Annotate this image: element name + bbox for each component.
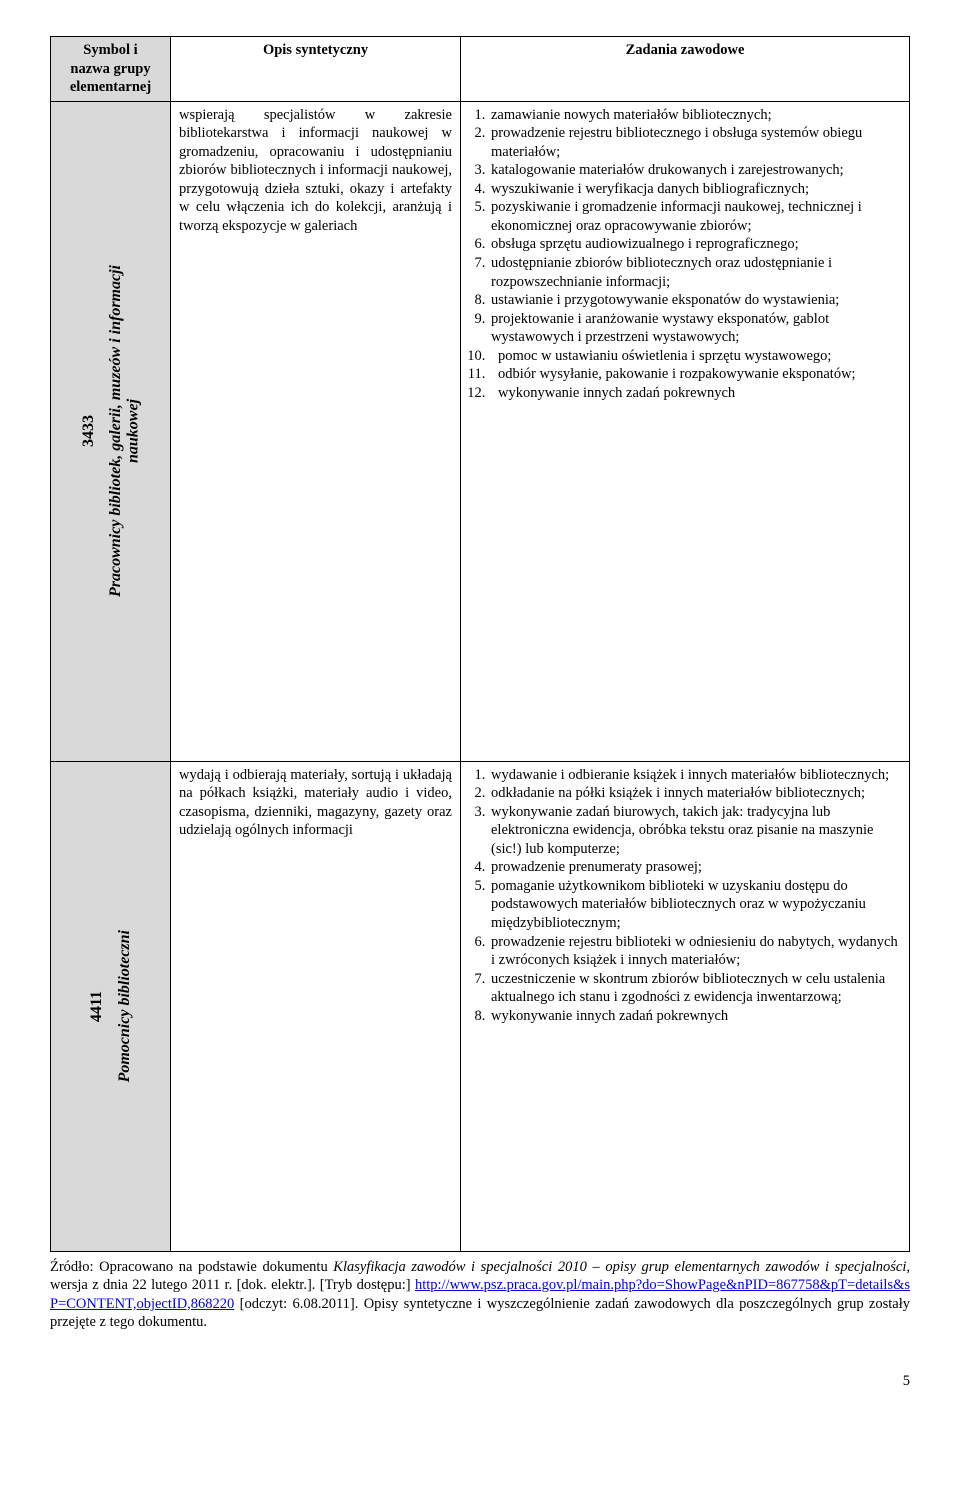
- table-row: 4411 Pomocnicy biblioteczni wydają i odb…: [51, 761, 910, 1251]
- task-item: zamawianie nowych materiałów biblioteczn…: [489, 106, 905, 125]
- group-code-cell: 3433 Pracownicy bibliotek, galerii, muze…: [51, 101, 171, 761]
- task-item: wykonywanie zadań biurowych, takich jak:…: [489, 803, 905, 859]
- col-header-symbol: Symbol i nazwa grupy elementarnej: [51, 37, 171, 102]
- group-tasks: wydawanie i odbieranie książek i innych …: [461, 761, 910, 1251]
- group-desc: wspierają specjalistów w zakresie biblio…: [171, 101, 461, 761]
- group-tasks: zamawianie nowych materiałów biblioteczn…: [461, 101, 910, 761]
- task-item: pozyskiwanie i gromadzenie informacji na…: [489, 198, 905, 235]
- src-prefix: Źródło: Opracowano na podstawie dokument…: [50, 1259, 333, 1275]
- task-item: prowadzenie rejestru biblioteki w odnies…: [489, 933, 905, 970]
- task-item: ustawianie i przygotowywanie eksponatów …: [489, 291, 905, 310]
- table-row: 3433 Pracownicy bibliotek, galerii, muze…: [51, 101, 910, 761]
- source-note: Źródło: Opracowano na podstawie dokument…: [50, 1258, 910, 1332]
- task-item: odkładanie na półki książek i innych mat…: [489, 784, 905, 803]
- h1l3: elementarnej: [70, 79, 151, 95]
- group-title: Pomocnicy biblioteczni: [116, 930, 134, 1082]
- task-item: projektowanie i aranżowanie wystawy eksp…: [489, 310, 905, 347]
- task-item: uczestniczenie w skontrum zbiorów biblio…: [489, 970, 905, 1007]
- h1l1: Symbol i: [83, 42, 137, 58]
- task-item: odbiór wysyłanie, pakowanie i rozpakowyw…: [489, 365, 905, 384]
- task-item: prowadzenie rejestru bibliotecznego i ob…: [489, 124, 905, 161]
- task-item: obsługa sprzętu audiowizualnego i reprog…: [489, 235, 905, 254]
- task-item: pomoc w ustawianiu oświetlenia i sprzętu…: [489, 347, 905, 366]
- task-item: prowadzenie prenumeraty prasowej;: [489, 858, 905, 877]
- task-item: udostępnianie zbiorów bibliotecznych ora…: [489, 254, 905, 291]
- task-item: wydawanie i odbieranie książek i innych …: [489, 766, 905, 785]
- group-code: 3433: [79, 415, 99, 447]
- group-code: 4411: [87, 991, 107, 1022]
- group-title: Pracownicy bibliotek, galerii, muzeów i …: [107, 261, 142, 601]
- col-header-tasks: Zadania zawodowe: [461, 37, 910, 102]
- classification-table: Symbol i nazwa grupy elementarnej Opis s…: [50, 36, 910, 1252]
- task-item: wykonywanie innych zadań pokrewnych: [489, 1007, 905, 1026]
- h1l2: nazwa grupy: [70, 61, 150, 77]
- header-row: Symbol i nazwa grupy elementarnej Opis s…: [51, 37, 910, 102]
- task-item: katalogowanie materiałów drukowanych i z…: [489, 161, 905, 180]
- group-code-cell: 4411 Pomocnicy biblioteczni: [51, 761, 171, 1251]
- task-item: pomaganie użytkownikom biblioteki w uzys…: [489, 877, 905, 933]
- task-item: wykonywanie innych zadań pokrewnych: [489, 384, 905, 403]
- page-number: 5: [50, 1372, 910, 1391]
- src-italic: Klasyfikacja zawodów i specjalności 2010…: [333, 1259, 906, 1275]
- task-item: wyszukiwanie i weryfikacja danych biblio…: [489, 180, 905, 199]
- group-desc: wydają i odbierają materiały, sortują i …: [171, 761, 461, 1251]
- col-header-desc: Opis syntetyczny: [171, 37, 461, 102]
